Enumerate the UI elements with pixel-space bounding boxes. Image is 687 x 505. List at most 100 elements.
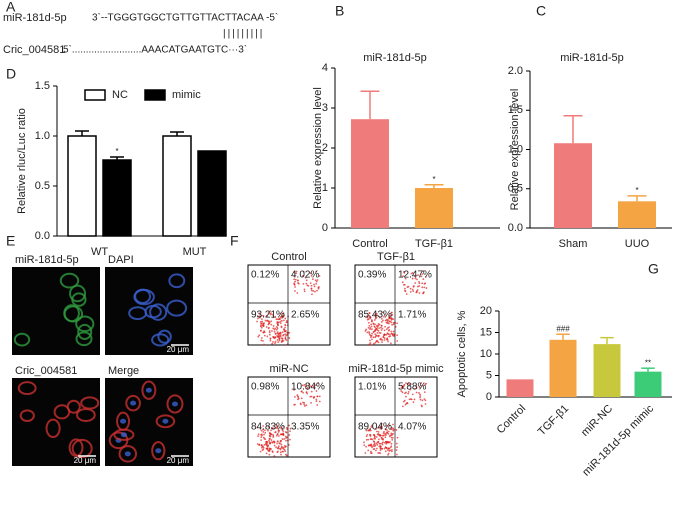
event-dot (407, 382, 410, 384)
event-dot (259, 320, 262, 323)
event-dot (284, 453, 287, 456)
bar (102, 159, 132, 237)
event-dot (265, 452, 268, 455)
event-dot (372, 448, 375, 451)
cell (71, 438, 93, 459)
event-dot (383, 337, 386, 340)
event-dot (395, 442, 398, 445)
event-dot (395, 449, 398, 451)
event-dot (268, 437, 271, 440)
event-dot (373, 445, 376, 448)
event-dot (387, 452, 390, 455)
event-dot (392, 428, 395, 431)
event-dot (386, 338, 389, 341)
event-dot (411, 288, 414, 291)
event-dot (409, 388, 412, 391)
event-dot (379, 442, 382, 445)
scale-label: 20 μm (167, 345, 190, 354)
event-dot (317, 287, 320, 290)
bar (415, 188, 453, 228)
event-dot (296, 279, 299, 282)
event-dot (380, 422, 383, 425)
cell (166, 299, 188, 317)
event-dot (412, 401, 415, 404)
event-dot (382, 319, 384, 322)
event-dot (423, 286, 426, 289)
event-dot (305, 282, 308, 285)
cell (75, 331, 93, 347)
event-dot (374, 333, 377, 335)
event-dot (404, 287, 406, 290)
event-dot (391, 428, 393, 431)
event-dot (294, 280, 296, 283)
y-tick-label: 2.0 (508, 65, 523, 77)
event-dot (262, 446, 265, 449)
y-tick-label: 0.0 (35, 230, 50, 242)
event-dot (416, 278, 418, 281)
y-tick-label: 10 (480, 348, 492, 360)
y-tick-label: 3 (322, 102, 328, 114)
event-dot (375, 312, 378, 315)
event-dot (259, 427, 262, 430)
event-dot (288, 424, 290, 427)
event-dot (382, 432, 385, 435)
quadrant-percent: 10.84% (291, 382, 325, 393)
event-dot (372, 323, 375, 326)
event-dot (405, 382, 407, 385)
event-dot (309, 395, 312, 398)
event-dot (409, 290, 412, 293)
event-dot (279, 312, 282, 315)
y-axis-label: Relative rluc/Luc ratio (16, 108, 28, 214)
event-dot (294, 278, 297, 281)
cell (166, 394, 184, 414)
event-dot (262, 339, 264, 342)
event-dot (372, 330, 375, 333)
event-dot (396, 334, 398, 337)
event-dot (389, 333, 391, 336)
y-axis-label: Apoptotic cells, % (456, 310, 468, 397)
event-dot (384, 325, 387, 328)
event-dot (387, 447, 390, 450)
cell (71, 292, 87, 307)
event-dot (402, 275, 405, 278)
bar (618, 201, 656, 228)
event-dot (274, 342, 276, 345)
y-tick-label: 1.0 (508, 143, 523, 155)
event-dot (404, 277, 407, 280)
event-dot (284, 446, 287, 448)
event-dot (390, 445, 393, 448)
event-dot (383, 430, 385, 433)
plot-title: miR-NC (269, 363, 308, 375)
event-dot (375, 436, 378, 438)
event-dot (262, 314, 265, 317)
x-tick-label: miR-181d-5p mimic (580, 402, 656, 478)
event-dot (363, 441, 365, 444)
event-dot (424, 275, 427, 278)
event-dot (293, 282, 295, 285)
event-dot (315, 270, 318, 273)
event-dot (261, 320, 264, 323)
bar (162, 135, 192, 237)
event-dot (266, 335, 269, 338)
event-dot (306, 284, 309, 287)
event-dot (281, 427, 284, 430)
event-dot (418, 282, 421, 285)
event-dot (318, 395, 321, 398)
bar (634, 371, 662, 397)
event-dot (371, 424, 373, 427)
event-dot (423, 391, 426, 394)
event-dot (308, 384, 311, 387)
y-tick-label: 1 (322, 182, 328, 194)
event-dot (376, 334, 379, 337)
event-dot (278, 321, 280, 324)
event-dot (268, 439, 270, 442)
event-dot (417, 274, 419, 276)
event-dot (311, 278, 314, 281)
circ-name: Cric_004581 (3, 44, 65, 56)
event-dot (416, 289, 419, 291)
event-dot (271, 451, 274, 453)
event-dot (259, 315, 262, 318)
event-dot (390, 321, 393, 324)
event-dot (369, 336, 372, 339)
event-dot (270, 439, 273, 441)
